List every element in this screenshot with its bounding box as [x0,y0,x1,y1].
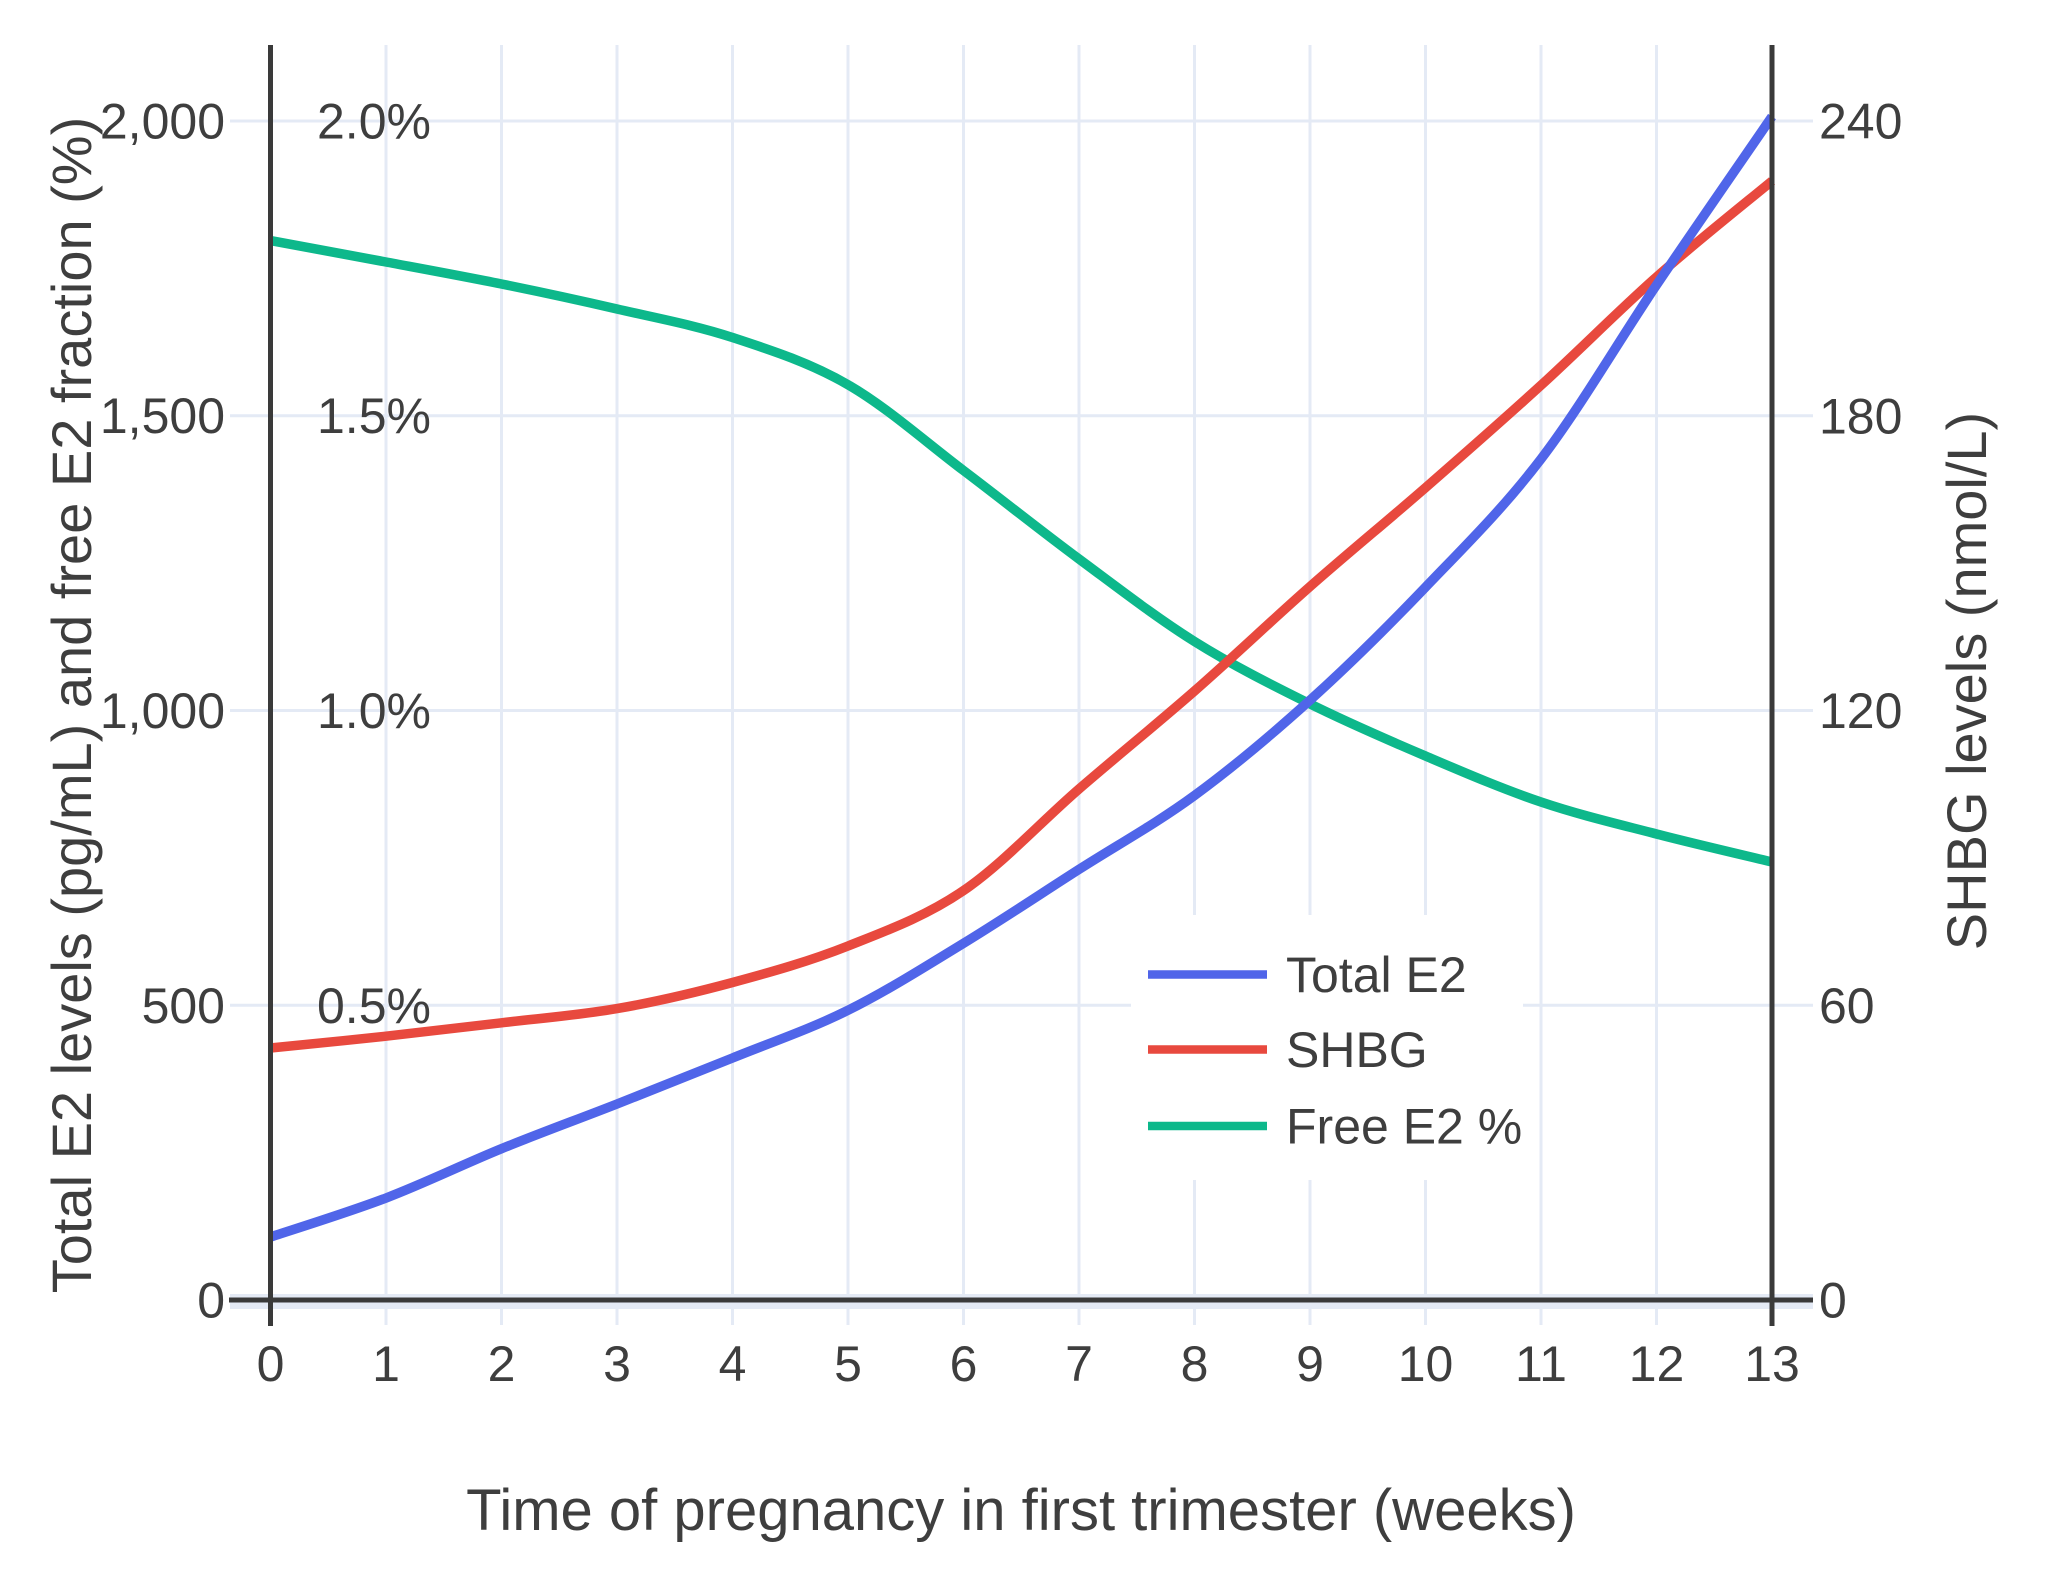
svg-text:0: 0 [1819,1273,1847,1329]
svg-text:10: 10 [1398,1336,1454,1392]
svg-text:1,500: 1,500 [100,388,225,444]
svg-text:2: 2 [488,1336,516,1392]
svg-text:SHBG levels (nmol/L): SHBG levels (nmol/L) [1935,412,1998,950]
svg-text:180: 180 [1819,388,1902,444]
svg-text:1.5%: 1.5% [317,388,431,444]
svg-text:120: 120 [1819,683,1902,739]
svg-text:9: 9 [1296,1336,1324,1392]
svg-text:13: 13 [1744,1336,1800,1392]
svg-text:Total E2 levels (pg/mL) and fr: Total E2 levels (pg/mL) and free E2 frac… [40,117,103,1294]
svg-text:Free E2 %: Free E2 % [1286,1099,1522,1155]
svg-text:Total E2: Total E2 [1286,947,1467,1003]
svg-text:11: 11 [1515,1336,1567,1392]
svg-text:12: 12 [1629,1336,1685,1392]
svg-text:1.0%: 1.0% [317,683,431,739]
svg-text:3: 3 [603,1336,631,1392]
svg-text:0: 0 [197,1273,225,1329]
svg-text:7: 7 [1065,1336,1093,1392]
svg-text:2.0%: 2.0% [317,94,431,150]
svg-text:1,000: 1,000 [100,683,225,739]
svg-text:2,000: 2,000 [100,94,225,150]
svg-text:0: 0 [257,1336,285,1392]
svg-text:6: 6 [950,1336,978,1392]
svg-text:8: 8 [1181,1336,1209,1392]
svg-text:500: 500 [142,978,225,1034]
svg-text:SHBG: SHBG [1286,1022,1428,1078]
svg-text:1: 1 [372,1336,400,1392]
svg-text:5: 5 [834,1336,862,1392]
svg-text:240: 240 [1819,94,1902,150]
svg-text:0.5%: 0.5% [317,978,431,1034]
svg-text:4: 4 [719,1336,747,1392]
svg-text:60: 60 [1819,978,1875,1034]
svg-text:Time of pregnancy in first tri: Time of pregnancy in first trimester (we… [466,1478,1576,1543]
